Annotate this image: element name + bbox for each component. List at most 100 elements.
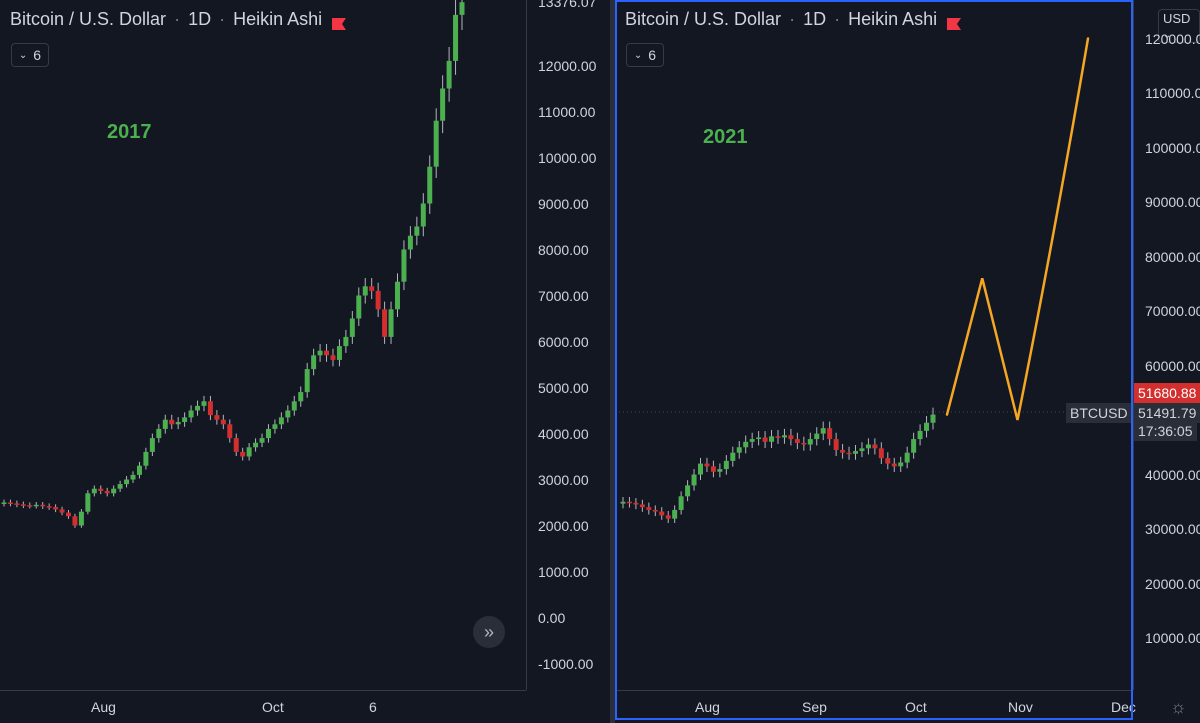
time-axis-label: Oct	[262, 699, 284, 715]
candle	[304, 369, 310, 393]
price-axis-label: 11000.00	[538, 103, 596, 120]
price-axis-label: 3000.00	[538, 471, 589, 488]
candlestick-chart-2021[interactable]	[615, 0, 1200, 723]
gear-icon[interactable]: ☼	[1170, 697, 1187, 717]
price-axis-label: 10000.00	[538, 149, 597, 166]
price-axis-label: 13376.07	[538, 0, 597, 11]
candle	[459, 2, 465, 15]
time-axis-label: Dec	[1111, 699, 1136, 715]
candle	[78, 511, 84, 526]
price-axis-border	[1133, 0, 1134, 690]
candle	[723, 460, 729, 470]
legend-style: Heikin Ashi	[848, 9, 938, 29]
candle	[891, 463, 897, 467]
price-axis-label: 0.00	[538, 609, 566, 626]
candle	[59, 509, 65, 513]
candle	[265, 428, 271, 439]
candle	[259, 438, 265, 443]
price-axis-border	[526, 0, 527, 690]
candle	[207, 401, 213, 416]
candle	[369, 286, 375, 291]
candle	[820, 428, 826, 434]
legend-separator: ·	[834, 9, 841, 29]
candle	[736, 447, 742, 453]
candle	[743, 441, 749, 448]
price-axis-label: 7000.00	[538, 287, 589, 304]
indicators-toggle-button[interactable]: ⌄ 6	[11, 43, 49, 67]
candle	[156, 428, 162, 439]
candle	[639, 504, 645, 508]
candle	[124, 479, 130, 485]
projection-drawing[interactable]	[945, 37, 1090, 421]
candle	[859, 448, 865, 452]
candle	[7, 502, 13, 504]
candle	[626, 501, 632, 504]
pane-divider[interactable]	[610, 0, 615, 723]
price-axis-label: 60000.00	[1145, 357, 1200, 374]
candle	[698, 463, 703, 475]
scroll-to-realtime-button[interactable]: »	[473, 616, 505, 648]
year-annotation: 2017	[107, 121, 152, 143]
time-axis-label: Aug	[695, 699, 720, 715]
chevron-down-icon: ⌄	[18, 49, 28, 61]
chart-pane-2017[interactable]: Bitcoin / U.S. Dollar · 1D · Heikin Ashi…	[0, 0, 610, 723]
candle	[433, 120, 439, 167]
candle	[343, 336, 349, 347]
candle	[375, 290, 381, 310]
price-axis-label: 9000.00	[538, 195, 589, 212]
candle	[453, 14, 459, 61]
candle	[233, 438, 239, 452]
legend-separator: ·	[219, 9, 226, 29]
candle	[298, 392, 304, 402]
flag-icon[interactable]	[947, 14, 962, 30]
candle	[898, 462, 904, 467]
candle	[807, 439, 813, 445]
candle	[104, 491, 110, 494]
candlestick-chart-2017[interactable]	[0, 0, 610, 723]
candle	[685, 485, 691, 497]
price-axis-label: 8000.00	[538, 241, 589, 258]
chart-pane-2021[interactable]: Bitcoin / U.S. Dollar · 1D · Heikin Ashi…	[615, 0, 1200, 723]
candle	[188, 410, 194, 418]
candle	[246, 447, 252, 457]
price-axis-label: 6000.00	[538, 333, 589, 350]
candle	[240, 451, 246, 457]
candle	[749, 439, 755, 442]
candle	[407, 235, 413, 250]
candle	[659, 511, 665, 516]
bar-countdown: 17:36:05	[1134, 421, 1197, 441]
candle	[98, 488, 104, 491]
candle	[672, 509, 678, 519]
candle	[440, 88, 446, 121]
candle	[846, 452, 852, 455]
price-axis-label: 20000.00	[1145, 575, 1200, 592]
price-axis-label: 40000.00	[1145, 466, 1200, 483]
candle	[904, 452, 910, 463]
legend-style: Heikin Ashi	[233, 9, 323, 29]
legend-symbol: Bitcoin / U.S. Dollar	[625, 9, 782, 29]
candle	[840, 449, 846, 453]
last-price-tag: 51680.88	[1134, 383, 1200, 403]
candle	[33, 504, 39, 507]
chart-legend: Bitcoin / U.S. Dollar · 1D · Heikin Ashi	[10, 9, 347, 30]
candle	[220, 419, 226, 425]
candle	[827, 428, 833, 440]
legend-separator: ·	[789, 9, 796, 29]
candle	[833, 439, 839, 450]
candle	[72, 516, 78, 526]
price-axis-label: 4000.00	[538, 425, 589, 442]
candle	[201, 401, 207, 406]
price-axis-label: 10000.00	[1145, 630, 1200, 646]
candle	[291, 401, 297, 411]
flag-icon[interactable]	[332, 14, 347, 30]
candle	[762, 437, 768, 442]
candle	[66, 512, 72, 517]
candle	[414, 226, 420, 236]
candle	[40, 504, 46, 507]
time-axis-label: Nov	[1008, 699, 1033, 715]
candle	[710, 466, 716, 472]
candle	[85, 493, 91, 512]
indicators-toggle-button[interactable]: ⌄ 6	[626, 43, 664, 67]
candle	[756, 437, 762, 440]
legend-symbol: Bitcoin / U.S. Dollar	[10, 9, 167, 29]
